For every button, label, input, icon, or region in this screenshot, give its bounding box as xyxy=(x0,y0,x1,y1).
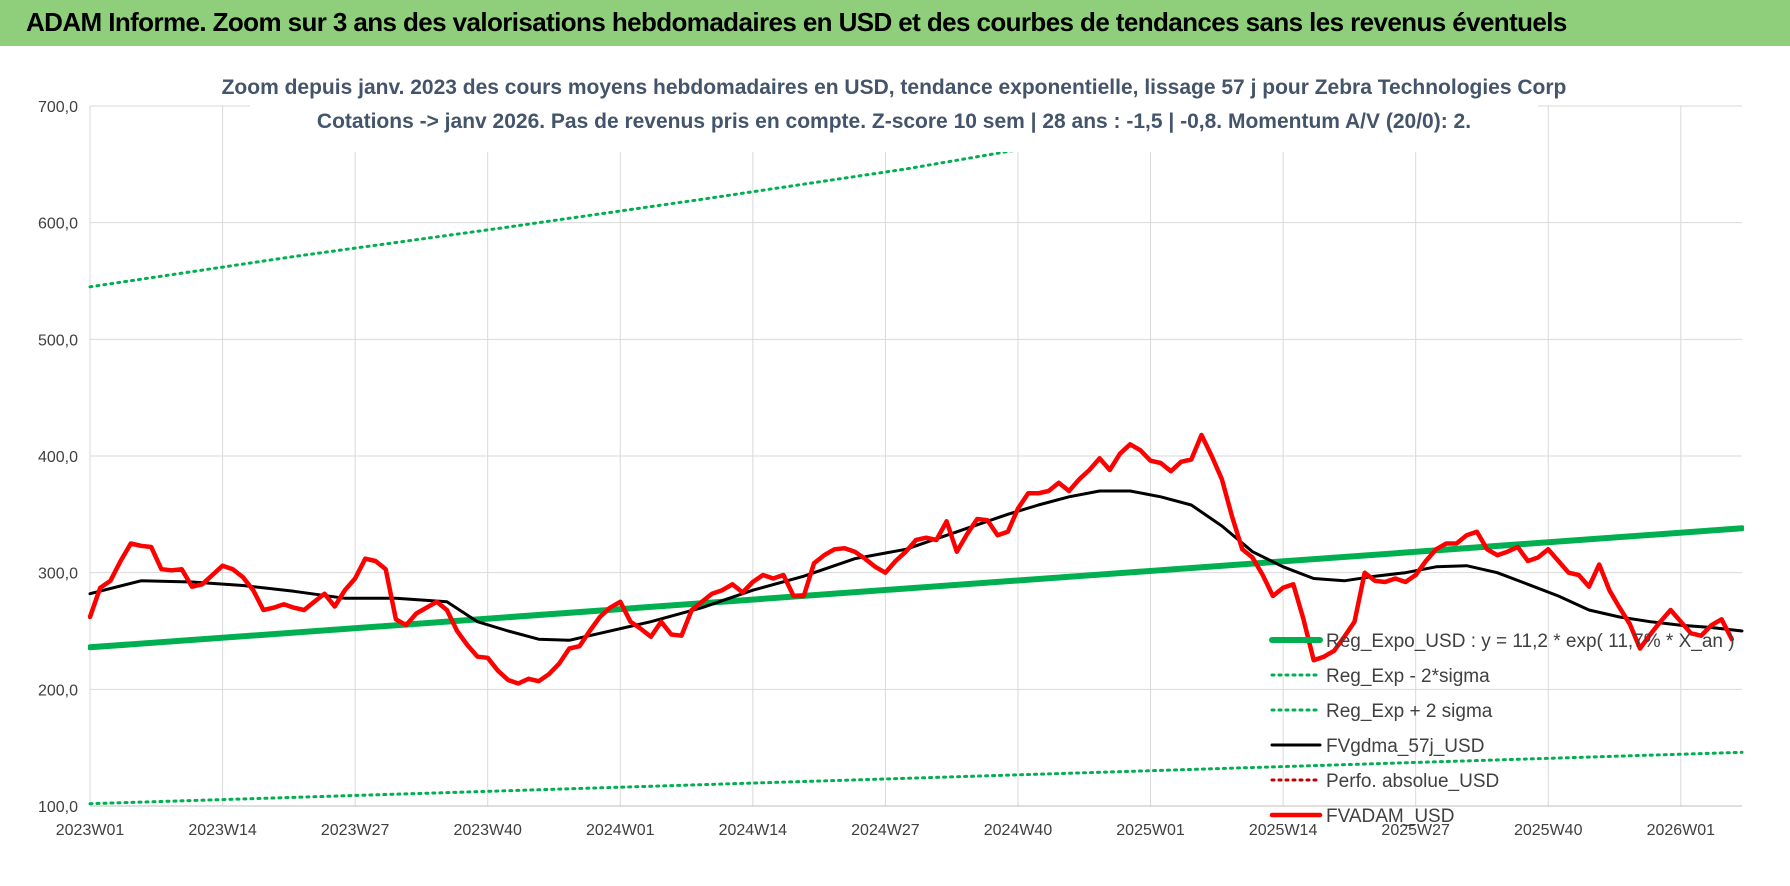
x-tick-label: 2025W14 xyxy=(1249,822,1318,839)
lower-band-series xyxy=(88,750,1744,806)
trend-line-series xyxy=(88,525,1744,651)
y-tick-label: 600,0 xyxy=(38,216,78,233)
axes: 100,0 200,0 300,0 400,0 500,0 600,0 700,0 2023W… xyxy=(38,99,1742,839)
report-banner: ADAM Informe. Zoom sur 3 ans des valoris… xyxy=(0,0,1790,47)
report-title: ADAM Informe. Zoom sur 3 ans des valoris… xyxy=(26,7,1567,37)
legend-label: FVADAM_USD xyxy=(1326,806,1454,827)
x-tick-label: 2024W14 xyxy=(719,822,788,839)
price-series xyxy=(88,432,1735,686)
x-tick-label: 2024W40 xyxy=(984,822,1053,839)
y-tick-label: 400,0 xyxy=(38,449,78,466)
legend-label: Reg_Exp + 2 sigma xyxy=(1326,701,1493,722)
x-tick-label: 2025W40 xyxy=(1514,822,1583,839)
x-tick-label: 2023W27 xyxy=(321,822,390,839)
chart-title-line-2: Cotations -> janv 2026. Pas de revenus p… xyxy=(317,110,1471,133)
grid xyxy=(89,105,1742,807)
y-tick-label: 700,0 xyxy=(38,99,78,116)
chart-title-background xyxy=(250,68,1538,152)
x-tick-label: 2025W27 xyxy=(1381,822,1450,839)
legend-label: Reg_Expo_USD : y = 11,2 * exp( 11,7% * X… xyxy=(1326,631,1735,652)
chart: Zoom depuis janv. 2023 des cours moyens … xyxy=(0,46,1790,886)
x-tick-label: 2024W01 xyxy=(586,822,655,839)
x-tick-label: 2023W40 xyxy=(453,822,522,839)
x-tick-label: 2025W01 xyxy=(1116,822,1185,839)
chart-title: Zoom depuis janv. 2023 des cours moyens … xyxy=(222,68,1567,152)
chart-background xyxy=(0,46,1790,886)
series-layer xyxy=(88,104,1744,806)
moving-average-series xyxy=(88,489,1744,642)
y-tick-label: 500,0 xyxy=(38,332,78,349)
x-tick-label: 2026W01 xyxy=(1647,822,1716,839)
chart-title-line-1: Zoom depuis janv. 2023 des cours moyens … xyxy=(222,76,1567,99)
legend-label: FVgdma_57j_USD xyxy=(1326,736,1484,757)
legend-label: Perfo. absolue_USD xyxy=(1326,771,1499,792)
y-tick-label: 200,0 xyxy=(38,682,78,699)
x-tick-label: 2023W01 xyxy=(56,822,125,839)
x-tick-label: 2024W27 xyxy=(851,822,920,839)
y-tick-label: 100,0 xyxy=(38,799,78,816)
legend-label: Reg_Exp - 2*sigma xyxy=(1326,666,1490,687)
upper-band-series xyxy=(88,104,1294,289)
y-tick-label: 300,0 xyxy=(38,566,78,583)
x-tick-label: 2023W14 xyxy=(188,822,257,839)
legend: Reg_Expo_USD : y = 11,2 * exp( 11,7% * X… xyxy=(1269,631,1735,827)
